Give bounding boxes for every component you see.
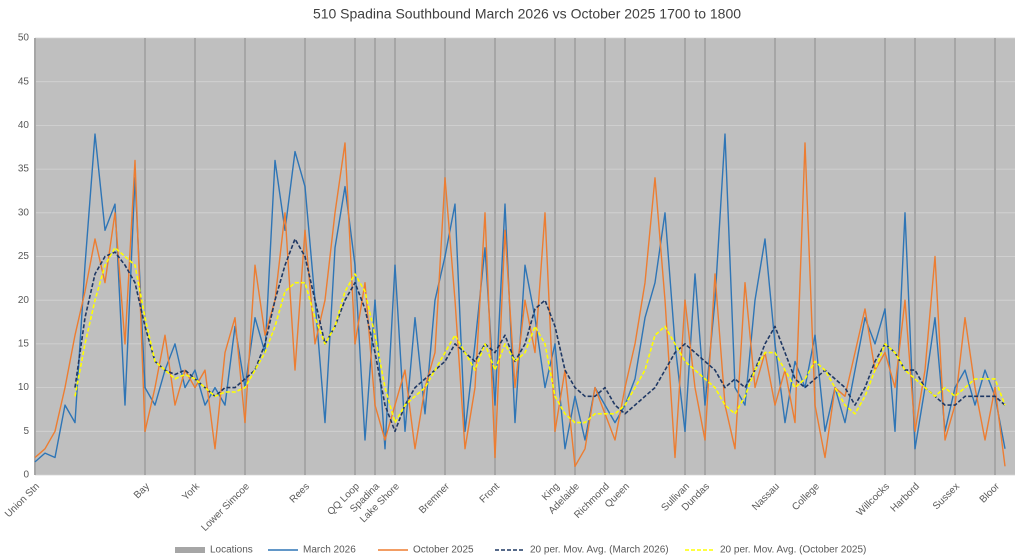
location-bar	[774, 38, 776, 475]
legend-swatch	[175, 547, 205, 553]
x-tick-label: Union Stn	[3, 481, 42, 520]
series-line	[74, 238, 1006, 433]
location-bar	[884, 38, 886, 475]
legend-label: March 2026	[303, 545, 356, 556]
location-bar	[914, 38, 916, 475]
location-bar	[814, 38, 816, 475]
x-tick-label: Front	[478, 481, 502, 505]
x-tick-label: Sussex	[931, 481, 962, 512]
legend-label: 20 per. Mov. Avg. (March 2026)	[530, 545, 669, 556]
x-tick-label: York	[180, 481, 202, 503]
legend-label: October 2025	[413, 545, 474, 556]
x-tick-label: Lower Simcoe	[199, 481, 252, 534]
y-tick-label: 35	[18, 164, 30, 175]
location-bar	[624, 38, 626, 475]
series-line	[34, 142, 1006, 467]
location-bar	[684, 38, 686, 475]
x-tick-label: Rees	[288, 481, 312, 505]
location-bar	[244, 38, 246, 475]
y-tick-label: 0	[23, 470, 29, 481]
location-bar	[954, 38, 956, 475]
x-tick-label: Bremner	[417, 481, 452, 516]
x-tick-label: Harbord	[889, 481, 922, 514]
location-bar	[574, 38, 576, 475]
chart-title: 510 Spadina Southbound March 2026 vs Oct…	[313, 6, 741, 22]
x-tick-label: Bay	[132, 481, 152, 501]
legend-label: 20 per. Mov. Avg. (October 2025)	[720, 545, 866, 556]
y-tick-label: 10	[18, 382, 30, 393]
x-tick-label: Willcocks	[855, 481, 892, 518]
y-tick-label: 15	[18, 339, 30, 350]
y-tick-label: 50	[18, 33, 30, 44]
y-tick-label: 20	[18, 295, 30, 306]
y-tick-label: 25	[18, 251, 30, 262]
location-bar	[374, 38, 376, 475]
location-bar	[394, 38, 396, 475]
series-line	[74, 247, 1006, 424]
y-tick-label: 5	[23, 426, 29, 437]
y-tick-label: 40	[18, 120, 30, 131]
x-tick-label: Bloor	[978, 481, 1003, 506]
location-bar	[494, 38, 496, 475]
location-bar	[194, 38, 196, 475]
legend-label: Locations	[210, 545, 253, 556]
y-tick-label: 30	[18, 207, 30, 218]
location-bar	[994, 38, 996, 475]
x-tick-label: College	[790, 481, 822, 513]
location-bar	[354, 38, 356, 475]
location-bar	[34, 38, 36, 475]
x-tick-label: Nassau	[750, 481, 782, 513]
location-bar	[604, 38, 606, 475]
location-bar	[704, 38, 706, 475]
y-tick-label: 45	[18, 76, 30, 87]
location-bar	[144, 38, 146, 475]
location-bar	[554, 38, 556, 475]
